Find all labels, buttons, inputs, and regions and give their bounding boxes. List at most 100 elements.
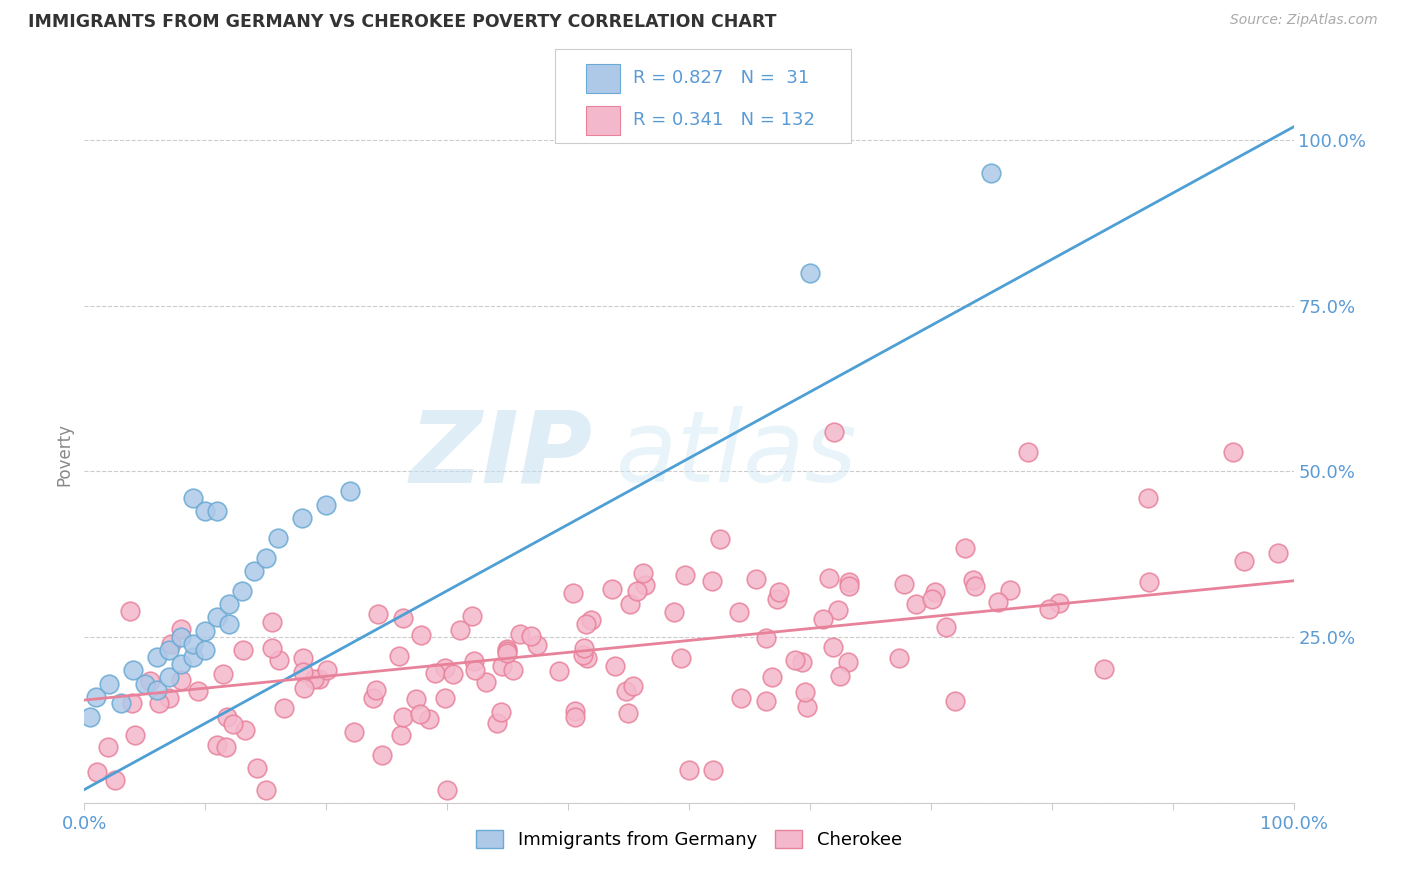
Point <box>371 747 394 762</box>
Point <box>761 670 783 684</box>
Point <box>392 610 415 624</box>
Point <box>799 266 821 280</box>
Point <box>205 738 228 752</box>
Point <box>1222 444 1244 458</box>
Point <box>441 666 464 681</box>
Point <box>86 764 108 779</box>
Point <box>461 609 484 624</box>
Point <box>366 683 388 698</box>
Point <box>1047 596 1070 610</box>
Point <box>1092 661 1115 675</box>
Point <box>664 605 686 619</box>
Point <box>755 694 778 708</box>
Point <box>935 620 957 634</box>
Point <box>134 676 156 690</box>
Point <box>343 725 366 739</box>
Point <box>388 649 411 664</box>
Point <box>315 498 337 512</box>
Point <box>827 603 849 617</box>
Point <box>120 604 142 618</box>
Point <box>339 484 361 499</box>
Point <box>837 655 859 669</box>
Point <box>302 673 325 687</box>
Point <box>943 694 966 708</box>
Point <box>434 690 457 705</box>
Point <box>496 642 519 657</box>
Point <box>389 728 412 742</box>
Point <box>564 710 586 724</box>
Point <box>548 665 571 679</box>
Point <box>904 598 927 612</box>
Point <box>157 691 180 706</box>
Point <box>491 705 513 719</box>
Point <box>626 583 648 598</box>
Point <box>418 712 440 726</box>
Point <box>980 166 1002 180</box>
Point <box>475 675 498 690</box>
Point <box>730 691 752 706</box>
Point <box>1267 545 1289 559</box>
Text: atlas: atlas <box>616 407 858 503</box>
Point <box>121 696 143 710</box>
Point <box>207 504 229 518</box>
Point <box>830 669 852 683</box>
Point <box>634 578 657 592</box>
Point <box>921 592 943 607</box>
Point <box>496 647 519 661</box>
Point <box>97 739 120 754</box>
Point <box>146 650 169 665</box>
Point <box>218 616 240 631</box>
Point <box>464 663 486 677</box>
Point <box>436 782 458 797</box>
Y-axis label: Poverty: Poverty <box>55 424 73 486</box>
Point <box>292 665 315 680</box>
Point <box>571 648 593 663</box>
Point <box>409 628 432 642</box>
Point <box>146 683 169 698</box>
Text: R = 0.827   N =  31: R = 0.827 N = 31 <box>633 70 808 87</box>
Point <box>408 707 430 722</box>
Point <box>170 630 193 644</box>
Point <box>207 610 229 624</box>
Point <box>491 659 513 673</box>
Point <box>614 683 637 698</box>
Point <box>496 644 519 658</box>
Point <box>678 763 700 777</box>
Point <box>242 564 264 578</box>
Point <box>215 710 238 724</box>
Point <box>97 676 120 690</box>
Point <box>367 607 389 622</box>
Point <box>273 701 295 715</box>
Point <box>600 582 623 596</box>
Point <box>159 637 181 651</box>
Point <box>157 643 180 657</box>
Point <box>838 579 860 593</box>
Point <box>1137 491 1160 505</box>
Point <box>783 652 806 666</box>
Point <box>232 643 254 657</box>
Point <box>811 611 834 625</box>
Point <box>526 638 548 652</box>
Point <box>212 667 235 681</box>
Point <box>669 651 692 665</box>
Point <box>821 640 844 654</box>
Point <box>246 760 269 774</box>
Point <box>194 504 217 518</box>
Point <box>987 595 1010 609</box>
Point <box>673 568 696 582</box>
Point <box>520 629 543 643</box>
Point <box>755 631 778 645</box>
Point <box>267 653 290 667</box>
Point <box>793 685 815 699</box>
Point <box>617 706 640 721</box>
Point <box>104 773 127 788</box>
Point <box>215 740 238 755</box>
Point <box>170 673 193 687</box>
Point <box>292 650 315 665</box>
Point <box>260 640 283 655</box>
Point <box>121 663 143 677</box>
Point <box>561 586 583 600</box>
Point <box>702 763 724 777</box>
Point <box>231 583 253 598</box>
Point <box>575 651 598 665</box>
